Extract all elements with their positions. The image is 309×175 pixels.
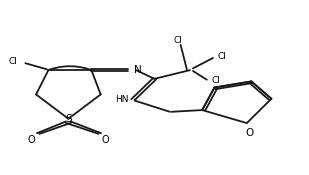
Text: HN: HN xyxy=(115,95,128,104)
Text: Cl: Cl xyxy=(212,76,220,85)
Text: O: O xyxy=(246,128,254,138)
Text: N: N xyxy=(134,65,142,75)
Text: Cl: Cl xyxy=(173,36,182,45)
Text: S: S xyxy=(65,114,72,124)
Text: Cl: Cl xyxy=(9,57,17,66)
Text: Cl: Cl xyxy=(218,52,226,61)
Text: O: O xyxy=(28,135,35,145)
Text: O: O xyxy=(101,135,109,145)
